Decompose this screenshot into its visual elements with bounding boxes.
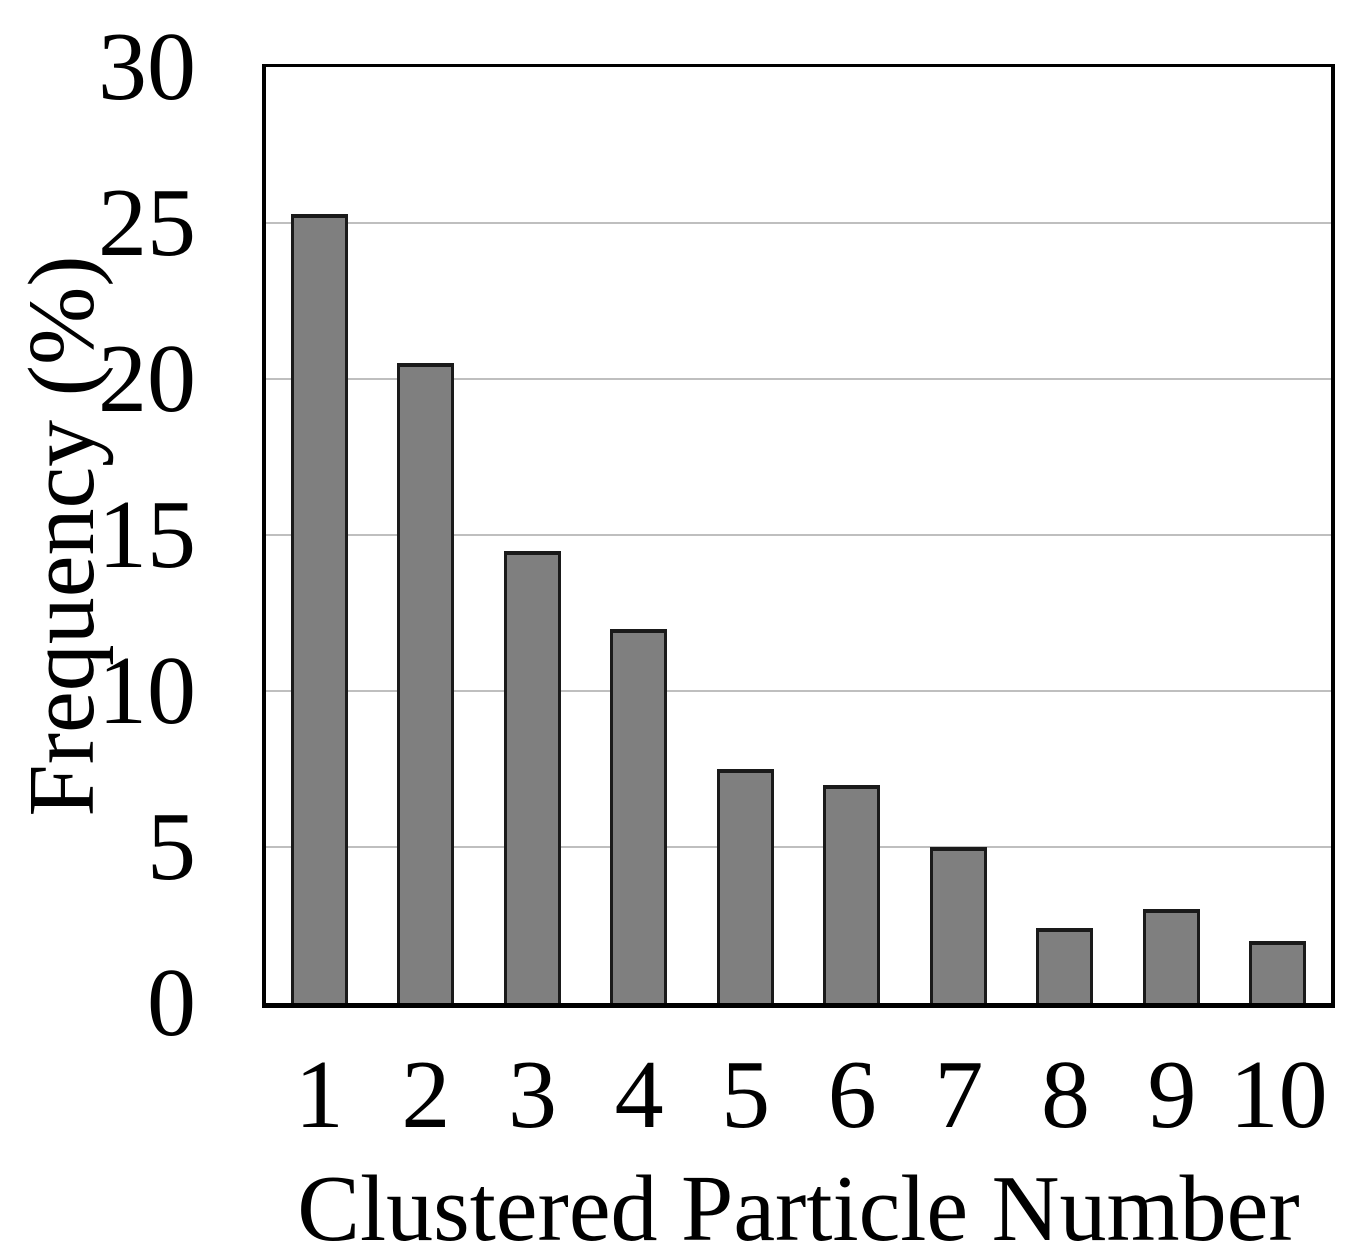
gridlines-layer <box>266 67 1331 1003</box>
x-tick-label-6: 6 <box>827 1041 877 1149</box>
x-tick-label-4: 4 <box>614 1041 664 1149</box>
x-axis-tick-labels: 1 2 3 4 5 6 7 8 9 10 <box>266 1030 1332 1160</box>
bar-1 <box>290 213 348 1003</box>
bar-slot-3 <box>479 67 586 1003</box>
y-tick-label-30: 30 <box>98 13 196 121</box>
x-tick-label-9: 9 <box>1147 1041 1197 1149</box>
y-tick-label-10: 10 <box>98 636 196 745</box>
gridline-25 <box>266 222 1331 224</box>
bar-slot-8 <box>1012 67 1119 1003</box>
bar-slot-5 <box>692 67 799 1003</box>
bar-slot-9 <box>1118 67 1225 1003</box>
bar-8 <box>1036 928 1094 1003</box>
x-tick-label-7: 7 <box>934 1041 984 1149</box>
x-tick-label-8: 8 <box>1040 1041 1090 1149</box>
bar-3 <box>503 550 561 1003</box>
bar-slot-1 <box>266 67 373 1003</box>
x-tick-label-3: 3 <box>507 1041 557 1149</box>
y-axis-tick-labels: 0 5 10 15 20 25 30 <box>0 18 196 1052</box>
x-axis-title: Clustered Particle Number <box>297 1157 1300 1258</box>
x-tick-label-5: 5 <box>721 1041 771 1149</box>
gridline-5 <box>266 846 1331 849</box>
bar-slot-6 <box>799 67 906 1003</box>
y-tick-label-25: 25 <box>98 168 196 277</box>
plot-area <box>262 64 1335 1008</box>
bar-4 <box>610 628 668 1003</box>
bar-slot-4 <box>586 67 693 1003</box>
bar-6 <box>823 784 881 1003</box>
bar-slot-2 <box>373 67 480 1003</box>
gridline-15 <box>266 534 1331 536</box>
gridline-10 <box>266 690 1331 693</box>
x-tick-label-10: 10 <box>1229 1041 1328 1149</box>
x-tick-label-1: 1 <box>294 1041 344 1149</box>
bar-9 <box>1142 909 1200 1003</box>
bar-2 <box>397 363 455 1003</box>
bar-slot-7 <box>905 67 1012 1003</box>
bar-5 <box>716 769 774 1003</box>
y-tick-label-5: 5 <box>147 793 196 901</box>
y-tick-label-20: 20 <box>98 324 196 433</box>
x-tick-label-2: 2 <box>401 1041 451 1149</box>
bar-slot-10 <box>1225 67 1332 1003</box>
bar-7 <box>929 847 987 1003</box>
bars-layer <box>266 67 1331 1003</box>
gridline-20 <box>266 378 1331 381</box>
bar-10 <box>1249 940 1307 1003</box>
y-tick-label-0: 0 <box>147 949 196 1057</box>
y-tick-label-15: 15 <box>98 481 196 589</box>
